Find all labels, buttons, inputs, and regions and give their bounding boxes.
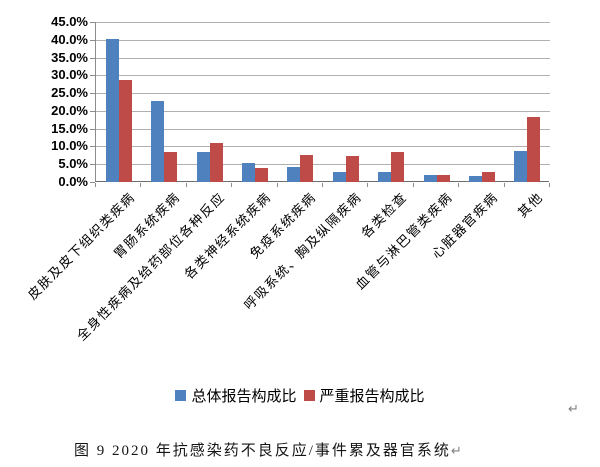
y-tick-label: 30.0% [51,67,88,83]
bar-serious [436,174,450,182]
y-tick-label: 15.0% [51,120,88,136]
figure-caption: 图 9 2020 年抗感染药不良反应/事件累及器官系统↵ [74,439,462,460]
bar-total [468,175,482,182]
gridline [96,39,550,41]
x-tick [549,183,550,187]
plot-area [95,22,550,182]
bar-serious [300,154,314,182]
gridline [96,110,550,112]
bar-serious [345,156,359,182]
bar-total [151,100,165,182]
bar-total [241,163,255,182]
x-category-label: 其他 [515,189,547,221]
bar-serious [209,143,223,182]
legend-swatch-red-icon [303,389,315,401]
y-tick-label: 40.0% [51,31,88,47]
x-tick [458,183,460,187]
x-tick [95,183,96,187]
gridline [96,75,550,77]
y-tick [90,146,95,148]
y-tick [90,128,95,130]
bar-serious [254,168,268,182]
gridline [96,164,550,166]
x-tick [231,183,233,187]
bar-total [514,151,528,182]
legend-swatch-blue-icon [175,389,187,401]
x-tick [140,183,142,187]
gridline [96,128,550,130]
y-tick [90,22,95,23]
gridline [96,146,550,148]
x-tick [412,183,414,187]
bar-total [287,167,301,182]
bar-total [378,172,392,182]
x-tick [276,183,278,187]
gridline [96,57,550,59]
y-tick [90,93,95,95]
bar-serious [527,117,541,182]
bar-total [105,38,119,182]
paragraph-return-mark-icon: ↵ [568,402,579,417]
bar-serious [118,80,132,182]
y-tick [90,164,95,166]
legend-item-total: 总体报告构成比 [175,385,297,406]
x-tick [367,183,369,187]
bar-serious [391,152,405,182]
caption-return-mark-icon: ↵ [450,444,462,459]
legend: 总体报告构成比 严重报告构成比 [0,385,600,406]
bar-total [332,172,346,182]
y-tick-label: 45.0% [51,14,88,29]
legend-item-serious: 严重报告构成比 [303,385,425,406]
bar-serious [164,152,178,182]
x-tick [503,183,505,187]
legend-label-serious: 严重报告构成比 [319,387,425,405]
legend-label-total: 总体报告构成比 [191,387,297,405]
bar-serious [481,172,495,182]
gridline [96,93,550,95]
y-tick-label: 35.0% [51,49,88,65]
y-tick [90,75,95,77]
y-tick [90,39,95,41]
gridline [96,22,550,23]
y-tick [90,182,95,183]
x-tick [322,183,323,187]
y-tick-label: 20.0% [51,102,88,118]
x-tick [185,183,187,187]
y-tick-label: 0.0% [58,174,88,189]
y-tick [90,110,95,112]
y-tick-label: 10.0% [51,138,88,154]
y-tick-label: 25.0% [51,85,88,101]
caption-text: 图 9 2020 年抗感染药不良反应/事件累及器官系统 [74,443,451,459]
y-tick-label: 5.0% [58,156,88,172]
bar-total [423,174,437,182]
y-tick [90,57,95,59]
bar-total [196,152,210,182]
